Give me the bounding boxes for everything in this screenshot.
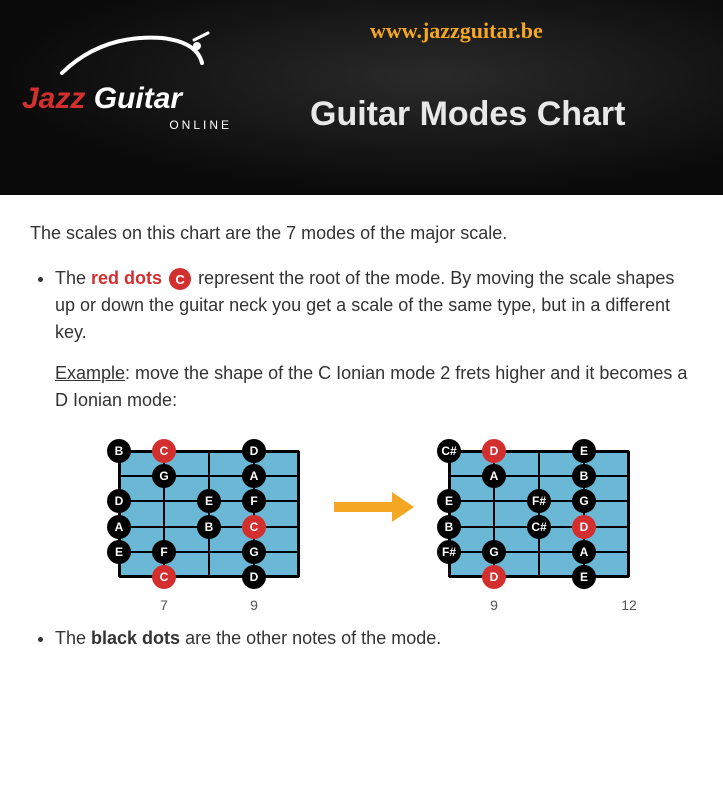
logo-swoosh-icon: [52, 28, 212, 83]
example-label: Example: [55, 363, 125, 383]
fret-number: 7: [160, 595, 168, 616]
note-dot: G: [152, 464, 176, 488]
note-dot: A: [572, 540, 596, 564]
example-paragraph: Example: move the shape of the C Ionian …: [55, 360, 693, 414]
black-dots-label: black dots: [91, 628, 180, 648]
note-dot: A: [107, 515, 131, 539]
intro-text: The scales on this chart are the 7 modes…: [30, 220, 693, 247]
fret-number: 12: [621, 595, 637, 616]
diagrams-row: BCDGADEFABCEFGCD 79 C#DEABEF#GBC#DF#GADE…: [55, 439, 693, 595]
note-dot: F: [242, 489, 266, 513]
note-dot: B: [437, 515, 461, 539]
note-dot: D: [242, 565, 266, 589]
note-dot: G: [242, 540, 266, 564]
note-dot: G: [482, 540, 506, 564]
logo-jazz: Jazz: [22, 82, 85, 115]
inline-root-dot-icon: C: [169, 268, 191, 290]
logo-text: Jazz Guitar ONLINE: [22, 82, 242, 132]
note-dot: D: [572, 515, 596, 539]
arrow-icon: [334, 497, 414, 517]
logo: Jazz Guitar ONLINE: [22, 28, 242, 132]
site-url: www.jazzguitar.be: [370, 18, 543, 44]
note-dot: E: [107, 540, 131, 564]
note-dot: A: [482, 464, 506, 488]
logo-guitar: Guitar: [85, 82, 182, 115]
bullet1-pre: The: [55, 268, 91, 288]
note-dot: E: [572, 439, 596, 463]
logo-online: ONLINE: [22, 118, 232, 132]
page-title: Guitar Modes Chart: [310, 95, 625, 134]
fret-number: 9: [250, 595, 258, 616]
note-dot: D: [482, 439, 506, 463]
note-dot: E: [197, 489, 221, 513]
note-dot: F#: [437, 540, 461, 564]
note-dot: E: [437, 489, 461, 513]
bullet2-post: are the other notes of the mode.: [180, 628, 441, 648]
note-dot: C: [242, 515, 266, 539]
bullet-list: The red dots C represent the root of the…: [30, 265, 693, 652]
note-dot: B: [572, 464, 596, 488]
fretboard-right: C#DEABEF#GBC#DF#GADE: [434, 439, 644, 589]
fretboard-left: BCDGADEFABCEFGCD: [104, 439, 314, 589]
note-dot: D: [482, 565, 506, 589]
note-dot: G: [572, 489, 596, 513]
bullet-red-dots: The red dots C represent the root of the…: [55, 265, 693, 595]
note-dot: C: [152, 565, 176, 589]
example-text: : move the shape of the C Ionian mode 2 …: [55, 363, 687, 410]
fretboard-right-wrap: C#DEABEF#GBC#DF#GADE 912: [434, 439, 644, 595]
note-dot: D: [242, 439, 266, 463]
bullet-black-dots: The black dots are the other notes of th…: [55, 625, 693, 652]
note-dot: F: [152, 540, 176, 564]
bullet2-pre: The: [55, 628, 91, 648]
fretboard-left-wrap: BCDGADEFABCEFGCD 79: [104, 439, 314, 595]
page-header: www.jazzguitar.be Jazz Guitar ONLINE Gui…: [0, 0, 723, 195]
red-dots-label: red dots: [91, 268, 162, 288]
note-dot: C#: [437, 439, 461, 463]
note-dot: C#: [527, 515, 551, 539]
note-dot: E: [572, 565, 596, 589]
note-dot: D: [107, 489, 131, 513]
content-area: The scales on this chart are the 7 modes…: [0, 195, 723, 686]
note-dot: B: [197, 515, 221, 539]
note-dot: A: [242, 464, 266, 488]
note-dot: C: [152, 439, 176, 463]
note-dot: B: [107, 439, 131, 463]
fret-number: 9: [490, 595, 498, 616]
note-dot: F#: [527, 489, 551, 513]
